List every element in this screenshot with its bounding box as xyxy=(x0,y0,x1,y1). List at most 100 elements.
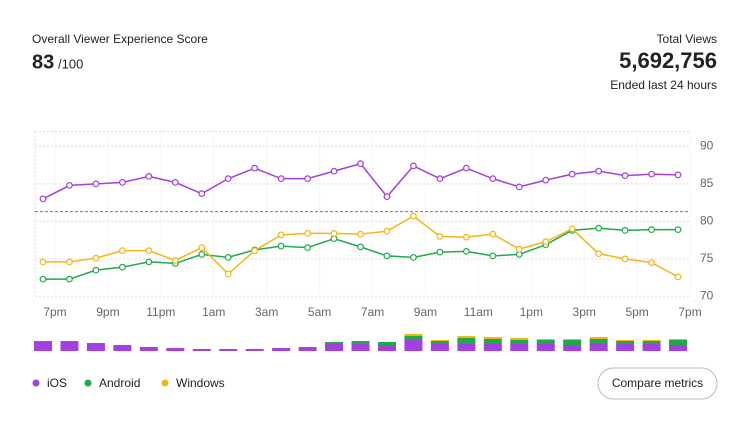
x-tick-label: 7pm xyxy=(43,305,66,319)
volume-bar xyxy=(60,342,79,351)
x-tick-label: 3am xyxy=(255,305,278,319)
compare-button[interactable] xyxy=(597,367,718,400)
data-point xyxy=(171,178,179,186)
compare-button-label[interactable]: Compare metrics xyxy=(612,376,703,390)
data-point xyxy=(595,250,603,258)
x-tick-label: 7am xyxy=(361,305,384,319)
data-point xyxy=(410,253,417,261)
volume-bar xyxy=(616,341,635,344)
volume-bar xyxy=(86,344,105,351)
data-point xyxy=(489,175,497,183)
data-point xyxy=(224,253,232,261)
data-point xyxy=(357,230,364,238)
volume-bar xyxy=(272,348,291,351)
data-point xyxy=(383,193,391,201)
data-point xyxy=(66,181,73,189)
volume-bar xyxy=(404,340,423,351)
legend-label: iOS xyxy=(47,376,67,390)
data-point xyxy=(489,252,497,260)
x-tick-label: 7pm xyxy=(678,305,701,319)
data-point xyxy=(251,247,259,255)
volume-bar xyxy=(642,340,661,341)
volume-bar xyxy=(483,337,502,339)
volume-bar xyxy=(325,344,344,351)
data-point xyxy=(568,225,576,233)
total-label: Total Views xyxy=(657,32,717,46)
data-point xyxy=(304,244,312,252)
volume-bar xyxy=(219,349,238,351)
x-tick-label: 3pm xyxy=(573,305,596,319)
x-tick-label: 11pm xyxy=(146,305,175,319)
y-tick-label: 70 xyxy=(700,289,714,303)
y-tick-label: 80 xyxy=(700,214,714,228)
data-point xyxy=(224,270,232,278)
data-point xyxy=(145,247,153,255)
data-point xyxy=(489,230,497,238)
data-point xyxy=(674,273,682,281)
volume-bar xyxy=(430,344,449,351)
volume-bar xyxy=(536,340,555,344)
data-point xyxy=(568,170,576,178)
data-point xyxy=(383,227,391,235)
data-point xyxy=(92,266,100,274)
data-point xyxy=(436,232,444,240)
volume-bar xyxy=(351,341,370,344)
data-point xyxy=(145,258,153,266)
data-point xyxy=(92,254,100,262)
volume-bar xyxy=(589,339,608,344)
volume-bar xyxy=(192,349,211,351)
volume-bar xyxy=(245,349,264,351)
data-point xyxy=(542,176,550,184)
data-point xyxy=(39,258,47,266)
legend-marker xyxy=(84,379,92,387)
data-point xyxy=(277,242,285,250)
x-tick-label: 9pm xyxy=(96,305,119,319)
data-point xyxy=(277,231,285,239)
x-tick-label: 5pm xyxy=(625,305,648,319)
volume-bar xyxy=(563,345,582,351)
data-point xyxy=(595,167,603,175)
volume-bar xyxy=(669,340,688,345)
data-point xyxy=(171,257,179,264)
volume-bar xyxy=(536,339,555,340)
volume-bar xyxy=(457,344,476,351)
score-title: Overall Viewer Experience Score xyxy=(32,32,208,46)
volume-bar xyxy=(642,341,661,344)
data-point xyxy=(383,252,391,260)
volume-bar xyxy=(404,334,423,336)
data-point xyxy=(542,238,550,246)
legend-marker xyxy=(32,379,40,387)
volume-bar xyxy=(510,344,529,351)
data-point xyxy=(118,247,126,255)
data-point xyxy=(621,226,629,234)
volume-bar xyxy=(483,339,502,344)
series-line xyxy=(42,162,679,200)
y-tick-label: 75 xyxy=(700,251,714,265)
legend-marker xyxy=(161,379,169,387)
total-value: 5,692,756 xyxy=(619,48,717,73)
volume-bar xyxy=(60,341,79,342)
volume-bar xyxy=(589,337,608,339)
data-point xyxy=(39,275,47,283)
data-point xyxy=(66,258,73,266)
subtitle: Ended last 24 hours xyxy=(610,78,717,92)
volume-bar xyxy=(404,336,423,340)
volume-bar xyxy=(166,348,185,351)
volume-bar xyxy=(457,336,476,338)
volume-bar xyxy=(377,345,396,351)
data-point xyxy=(515,245,523,253)
x-tick-label: 9am xyxy=(414,305,437,319)
data-point xyxy=(648,226,655,234)
data-point xyxy=(462,247,470,255)
volume-bar xyxy=(616,344,635,351)
x-tick-label: 1am xyxy=(202,305,225,319)
data-point xyxy=(118,178,126,186)
volume-bar xyxy=(298,348,317,351)
volume-bar xyxy=(536,344,555,351)
data-point xyxy=(92,180,100,188)
data-point xyxy=(145,172,153,180)
volume-bar xyxy=(642,344,661,351)
data-point xyxy=(674,171,682,179)
data-point xyxy=(648,259,655,267)
